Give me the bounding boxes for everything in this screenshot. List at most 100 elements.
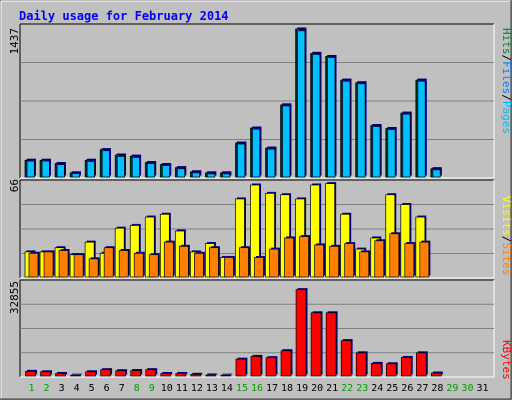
x-tick-label-13: 13 (206, 383, 218, 394)
bar-sites-23 (359, 251, 370, 278)
x-tick-label-10: 10 (161, 383, 173, 394)
x-tick-label-21: 21 (326, 383, 338, 394)
bar-pages-21 (327, 57, 336, 178)
legend-hits: Hits (500, 28, 512, 55)
bar-kbytes-6 (100, 369, 111, 377)
bar-pages-4 (71, 173, 80, 178)
bar-sites-14 (224, 257, 234, 278)
x-tick-label-8: 8 (134, 383, 140, 394)
bar-pages-16 (252, 128, 261, 178)
bar-sites-20 (314, 244, 324, 278)
legend-kbytes: KBytes (500, 340, 512, 380)
x-tick-label-2: 2 (44, 383, 50, 394)
bar-sites-26 (404, 243, 415, 278)
bar-pages-26 (402, 113, 411, 178)
bar-pages-23 (357, 83, 366, 178)
x-tick-label-22: 22 (341, 383, 353, 394)
bar-sites-7 (118, 250, 129, 278)
legend-visits-sites: Visits/Sites (500, 196, 512, 276)
bar-pages-15 (237, 143, 246, 178)
bar-sites-13 (209, 247, 219, 278)
bar-pages-11 (176, 168, 185, 178)
x-tick-label-14: 14 (221, 383, 233, 394)
bar-kbytes-13-edge (207, 373, 218, 375)
bar-sites-18 (284, 237, 294, 278)
bar-sites-15 (239, 247, 249, 278)
panel-2-max-label: 32855 (8, 281, 21, 314)
x-tick-label-4: 4 (74, 383, 80, 394)
bar-sites-5 (88, 258, 99, 278)
x-tick-label-3: 3 (59, 383, 65, 394)
bar-pages-7 (116, 156, 125, 178)
x-tick-label-29: 29 (446, 383, 458, 394)
bar-kbytes-18 (280, 350, 292, 377)
bar-kbytes-24 (370, 363, 382, 377)
bar-kbytes-8 (130, 370, 141, 377)
bar-kbytes-25 (385, 363, 397, 377)
bar-pages-3 (56, 164, 65, 178)
x-tick-label-16: 16 (251, 383, 263, 394)
bar-kbytes-12 (190, 373, 202, 377)
x-tick-label-1: 1 (29, 383, 35, 394)
x-tick-label-31: 31 (476, 383, 488, 394)
legend-pages: Pages (500, 101, 512, 134)
bar-pages-19 (297, 30, 306, 178)
bar-sites-12 (194, 252, 204, 278)
legend-files: Files (500, 61, 512, 94)
bar-pages-27 (417, 80, 426, 178)
bar-pages-28 (432, 169, 441, 178)
panel-hits-files-pages (19, 23, 495, 179)
panel-1-max-label: 66 (8, 179, 21, 192)
x-tick-label-12: 12 (191, 383, 203, 394)
bar-kbytes-14 (220, 374, 232, 377)
panel-visits-sites (19, 179, 495, 279)
bar-kbytes-16 (250, 356, 262, 377)
x-tick-label-7: 7 (119, 383, 125, 394)
bar-kbytes-10 (160, 373, 172, 377)
bar-pages-20 (312, 54, 321, 178)
x-tick-label-28: 28 (431, 383, 443, 394)
x-tick-label-25: 25 (386, 383, 398, 394)
legend-hits-files-pages: Hits/Files/Pages (500, 28, 512, 134)
x-tick-label-17: 17 (266, 383, 278, 394)
bar-kbytes-28 (431, 372, 442, 377)
bar-kbytes-7 (115, 370, 126, 377)
bar-pages-24 (372, 126, 381, 178)
bar-sites-4 (73, 254, 84, 278)
bar-pages-1 (26, 160, 35, 178)
bar-sites-2 (43, 251, 54, 278)
bar-kbytes-26 (400, 357, 412, 377)
bar-kbytes-11 (175, 373, 187, 377)
bar-pages-8 (131, 157, 140, 178)
bar-pages-12 (192, 172, 201, 178)
bar-kbytes-14-edge (222, 373, 233, 375)
x-tick-label-30: 30 (461, 383, 473, 394)
bar-pages-6 (101, 150, 110, 178)
bar-pages-18 (282, 105, 291, 178)
bar-pages-10 (161, 165, 170, 178)
bar-sites-8 (133, 252, 144, 278)
bar-pages-14 (222, 173, 231, 178)
bar-kbytes-22 (340, 340, 352, 377)
x-tick-label-11: 11 (176, 383, 188, 394)
bar-kbytes-15 (235, 358, 247, 377)
bar-kbytes-21 (325, 312, 337, 377)
legend-sep-1: / (500, 55, 512, 62)
panel-0-max-label: 1437 (8, 28, 21, 55)
x-tick-label-18: 18 (281, 383, 293, 394)
bar-sites-25 (389, 233, 400, 278)
bar-pages-13 (207, 173, 216, 178)
bar-kbytes-4-edge (72, 373, 83, 375)
bar-sites-1 (28, 252, 39, 278)
legend-sep-2: / (500, 94, 512, 101)
bar-kbytes-12-edge (192, 372, 203, 375)
bar-kbytes-5 (85, 371, 96, 377)
bar-kbytes-2 (40, 371, 51, 377)
x-tick-label-9: 9 (149, 383, 155, 394)
bar-sites-27 (419, 241, 430, 278)
bar-kbytes-19 (295, 289, 307, 377)
bar-pages-2 (41, 160, 50, 178)
x-tick-label-23: 23 (356, 383, 368, 394)
